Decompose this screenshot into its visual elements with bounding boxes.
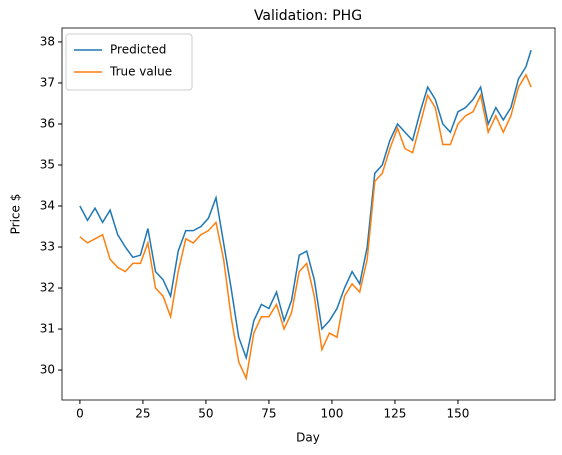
data-line xyxy=(79,73,532,381)
legend-box xyxy=(65,33,193,91)
x-tick-label: 150 xyxy=(447,407,470,421)
y-tick-label: 34 xyxy=(40,199,55,213)
y-axis-label: Price $ xyxy=(9,194,23,235)
legend-label: Predicted xyxy=(110,43,166,57)
y-tick-label: 36 xyxy=(40,116,55,130)
x-axis-label: Day xyxy=(296,431,320,445)
legend-label: True value xyxy=(109,65,172,79)
x-tick-label: 125 xyxy=(383,407,406,421)
y-tick-label: 30 xyxy=(40,363,55,377)
plot-frame xyxy=(61,27,556,401)
x-tick-label: 50 xyxy=(198,407,213,421)
x-tick-label: 0 xyxy=(76,407,84,421)
x-tick-label: 100 xyxy=(320,407,343,421)
y-tick-label: 38 xyxy=(40,34,55,48)
chart-title: Validation: PHG xyxy=(254,8,362,24)
y-tick-label: 35 xyxy=(40,157,55,171)
x-tick-label: 75 xyxy=(261,407,276,421)
x-tick-label: 25 xyxy=(135,407,150,421)
y-tick-label: 31 xyxy=(40,322,55,336)
data-line xyxy=(79,49,532,361)
y-tick-label: 37 xyxy=(40,75,55,89)
y-tick-label: 33 xyxy=(40,240,55,254)
y-tick-label: 32 xyxy=(40,281,55,295)
